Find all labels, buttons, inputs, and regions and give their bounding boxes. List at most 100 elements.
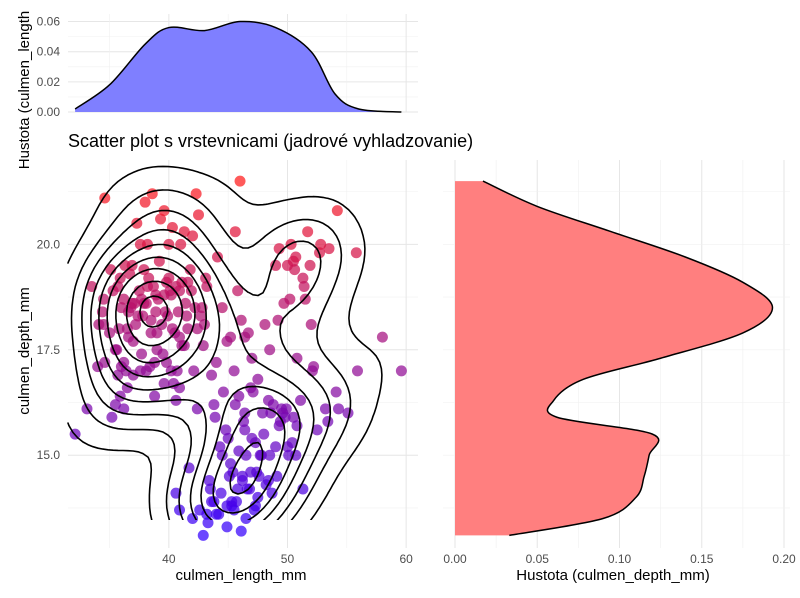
scatter-point [228,365,240,377]
scatter-point [144,361,156,373]
scatter-point [240,512,252,524]
scatter-y-tick-label: 20.0 [37,237,61,251]
scatter-point [165,289,177,301]
scatter-point [191,403,203,415]
scatter-point [298,281,310,293]
scatter-point [210,356,222,368]
scatter-point [229,226,241,238]
scatter-point [211,251,223,263]
top-density-panel: 0.00 0.02 0.04 0.06 [37,14,418,119]
scatter-point [323,243,335,255]
scatter-point [136,348,148,360]
scatter-point [290,251,302,263]
scatter-point [157,348,169,360]
scatter-point [270,259,282,271]
scatter-point [289,264,301,276]
scatter-point [217,386,229,398]
scatter-point [134,238,146,250]
scatter-point [190,188,202,200]
right-density-x-axis-title: Hustota (culmen_depth_mm) [516,567,709,584]
scatter-point [225,458,237,470]
scatter-point [221,521,233,533]
scatter-point [266,487,278,499]
scatter-title: Scatter plot s vrstevnicami (jadrové vyh… [68,131,473,151]
scatter-point [331,205,343,217]
scatter-point [155,213,167,225]
scatter-point [195,310,207,322]
top-density-area [75,21,402,112]
right-x-tick-label: 0.10 [608,552,632,566]
scatter-point [209,411,221,423]
scatter-point [286,437,298,449]
scatter-point [182,323,194,335]
scatter-point [215,487,227,499]
right-x-tick-label: 0.20 [772,552,796,566]
scatter-point [106,411,118,423]
scatter-point [133,285,145,297]
scatter-point [395,365,407,377]
right-density-line [482,180,774,537]
scatter-point [291,420,303,432]
scatter-point [249,500,261,512]
scatter-point [174,331,186,343]
scatter-point [290,449,302,461]
scatter-point [193,209,205,221]
right-x-tick-label: 0.15 [690,552,714,566]
scatter-point [181,310,193,322]
scatter-point [151,327,163,339]
scatter-point [295,394,307,406]
scatter-point [163,272,175,284]
scatter-point [118,356,130,368]
top-density-line [74,20,402,113]
scatter-point [302,226,314,238]
scatter-point [233,390,245,402]
scatter-y-tick-label: 17.5 [37,343,61,357]
scatter-point [184,264,196,276]
scatter-y-axis-title: culmen_depth_mm [16,287,33,415]
scatter-panel: 40 50 60 15.0 17.5 20.0 [37,160,418,566]
scatter-point [139,196,151,208]
scatter-point [201,281,213,293]
top-y-tick-label: 0.06 [37,15,61,29]
scatter-point [246,432,258,444]
scatter-point [287,411,299,423]
scatter-point [350,247,362,259]
kde-contour-lines [67,165,383,520]
scatter-point [213,508,225,520]
scatter-point [306,365,318,377]
scatter-point [376,331,388,343]
scatter-point [191,323,203,335]
scatter-point [322,415,334,427]
scatter-point [123,306,135,318]
scatter-x-axis-title: culmen_length_mm [176,567,307,584]
scatter-point [257,407,269,419]
top-y-tick-label: 0.00 [37,105,61,119]
scatter-point [232,483,244,495]
scatter-point [128,297,140,309]
scatter-point [109,399,121,411]
right-x-tick-label: 0.00 [443,552,467,566]
scatter-point [235,314,247,326]
scatter-point [187,512,199,524]
scatter-point [197,529,209,541]
top-y-tick-label: 0.02 [37,75,61,89]
scatter-point [158,378,170,390]
scatter-point [319,403,331,415]
scatter-point [171,365,183,377]
scatter-point [112,369,124,381]
scatter-point [333,403,345,415]
scatter-point [264,449,276,461]
scatter-point [202,517,214,529]
scatter-point [351,365,363,377]
scatter-point [216,302,228,314]
scatter-point [330,386,342,398]
scatter-point [280,403,292,415]
scatter-point [206,369,218,381]
scatter-y-tick-label: 15.0 [37,448,61,462]
scatter-point [252,373,264,385]
scatter-point [131,217,143,229]
top-y-tick-label: 0.04 [37,45,61,59]
scatter-point [208,399,220,411]
scatter-point [179,297,191,309]
